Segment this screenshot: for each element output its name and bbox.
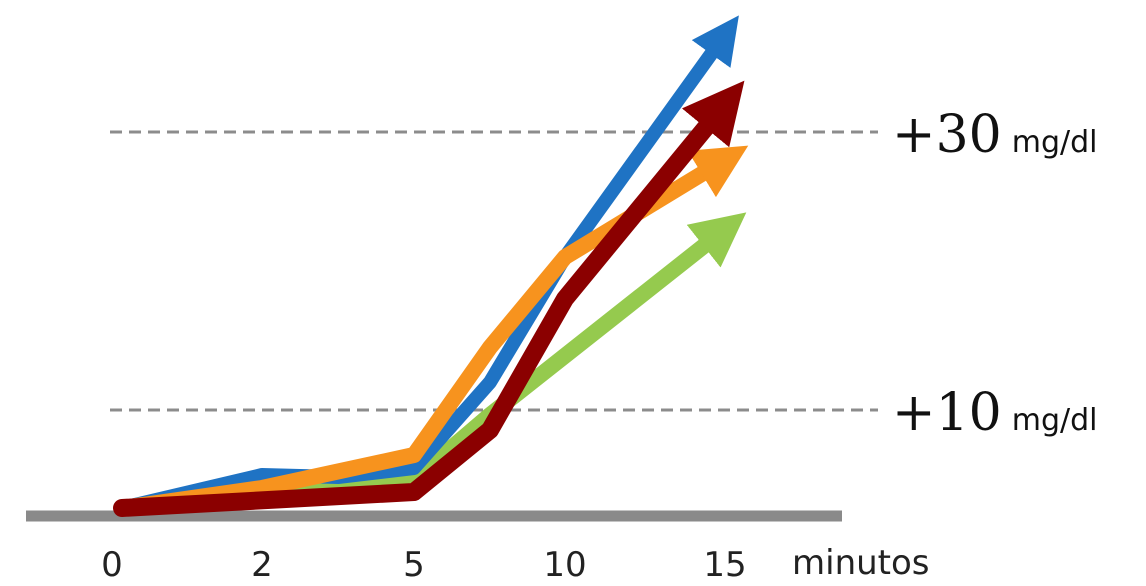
x-tick-label: 15 xyxy=(703,545,746,585)
reference-label-unit: mg/dl xyxy=(1012,125,1098,160)
reference-label-10: +10 mg/dl xyxy=(892,383,1098,443)
x-axis-label: minutos xyxy=(792,543,930,583)
series-layer xyxy=(113,15,749,517)
series-arrow-3 xyxy=(113,80,745,517)
reference-label-30: +30 mg/dl xyxy=(892,105,1098,165)
x-tick-label: 2 xyxy=(251,545,273,585)
x-tick-label: 5 xyxy=(403,545,425,585)
x-tick-label: 10 xyxy=(543,545,586,585)
reference-label-number: +30 xyxy=(892,105,1002,165)
reference-label-number: +10 xyxy=(892,383,1002,443)
x-tick-label: 0 xyxy=(101,545,123,585)
reference-labels: +10 mg/dl +30 mg/dl xyxy=(892,105,1098,443)
reference-label-unit: mg/dl xyxy=(1012,403,1098,438)
series-arrow-1 xyxy=(114,145,749,516)
x-axis-ticks: 0 2 5 10 15 xyxy=(101,545,746,585)
